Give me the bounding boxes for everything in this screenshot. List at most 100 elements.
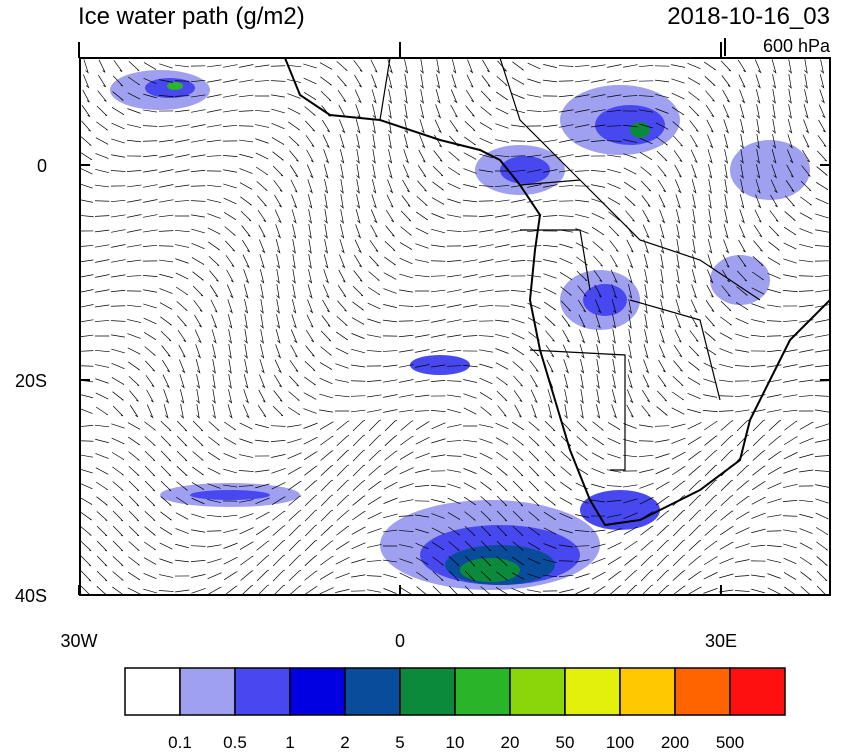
wind-barb — [321, 541, 334, 551]
wind-barb — [592, 437, 604, 445]
wind-barb — [660, 239, 663, 253]
cloud-field — [110, 70, 810, 590]
wind-barb — [128, 437, 140, 445]
wind-barb — [176, 273, 189, 279]
wind-barb — [431, 229, 445, 233]
colorbar-swatch — [180, 668, 235, 715]
wind-barb — [545, 481, 555, 490]
wind-barb — [179, 360, 184, 373]
wind-barb — [277, 269, 280, 283]
wind-barb — [815, 261, 829, 262]
wind-barb — [80, 483, 93, 489]
wind-barb — [271, 468, 285, 473]
wind-barb — [303, 409, 316, 414]
wind-barb — [692, 164, 697, 177]
wind-barb — [290, 360, 298, 371]
wind-barb — [527, 275, 541, 277]
wind-barb — [257, 181, 268, 190]
wind-barb — [97, 106, 107, 116]
wind-barb — [724, 134, 728, 148]
wind-barb — [560, 498, 572, 505]
wind-barb — [275, 210, 281, 223]
wind-barb — [735, 366, 749, 367]
wind-barb — [352, 318, 364, 325]
wind-barb — [416, 437, 430, 444]
wind-barb — [675, 330, 681, 342]
wind-barb — [321, 525, 333, 536]
wind-barb — [323, 285, 329, 298]
wind-barb — [192, 243, 205, 248]
wind-barb — [95, 169, 109, 172]
wind-barb — [213, 404, 216, 418]
wind-barb — [255, 470, 269, 472]
wind-barb — [596, 359, 599, 373]
wind-barb — [673, 525, 685, 536]
wind-barb — [543, 80, 557, 82]
wind-barb — [767, 409, 781, 412]
wind-barb — [339, 255, 344, 268]
colorbar-label: 500 — [716, 733, 744, 750]
wind-barb — [373, 119, 376, 133]
wind-barb — [642, 390, 649, 402]
level: 600 hPa — [763, 36, 831, 56]
lat-label: 40S — [15, 586, 47, 606]
wind-barb — [783, 500, 797, 502]
wind-barb — [495, 334, 509, 337]
wind-barb — [596, 404, 599, 418]
wind-barb — [416, 212, 428, 220]
wind-barb — [274, 390, 283, 401]
wind-barb — [159, 169, 173, 172]
wind-barb — [692, 269, 696, 283]
wind-barb — [145, 496, 155, 506]
wind-barb — [655, 440, 669, 443]
wind-barb — [736, 496, 749, 505]
wind-barb — [271, 95, 285, 97]
wind-barb — [213, 359, 216, 373]
wind-barb — [338, 285, 346, 297]
wind-barb — [543, 274, 556, 279]
wind-barb — [693, 254, 696, 268]
wind-barb — [304, 586, 317, 594]
wind-barb — [208, 573, 222, 579]
wind-barb — [372, 149, 375, 163]
wind-barb — [79, 425, 93, 427]
wind-barb — [784, 421, 797, 430]
wind-barb — [481, 91, 491, 101]
wind-barb — [372, 89, 376, 102]
wind-barb — [689, 525, 701, 536]
wind-barb — [128, 362, 139, 370]
wind-barb — [175, 169, 189, 172]
wind-barb — [113, 526, 123, 536]
wind-barb — [420, 59, 423, 73]
wind-barb — [575, 574, 589, 579]
wind-barb — [463, 379, 477, 382]
wind-barb — [591, 484, 605, 488]
wind-barb — [95, 259, 109, 262]
wind-barb — [258, 405, 266, 417]
wind-barb — [113, 481, 124, 490]
wind-barb — [97, 571, 107, 581]
wind-barb — [240, 423, 253, 429]
wind-barb — [112, 452, 124, 459]
wind-barb — [479, 364, 492, 368]
wind-barb — [724, 119, 729, 132]
wind-barb — [769, 226, 779, 236]
wind-barb — [98, 75, 105, 87]
wind-barb — [145, 481, 155, 491]
wind-barb — [705, 510, 717, 521]
wind-barb — [367, 560, 381, 561]
wind-barb — [143, 245, 157, 247]
wind-barb — [127, 124, 141, 127]
wind-barb — [239, 470, 253, 471]
wind-barb — [113, 541, 123, 551]
wind-barb — [768, 588, 781, 594]
wind-barb — [81, 541, 91, 551]
wind-barb — [224, 557, 238, 564]
colorbar-swatch — [400, 668, 455, 715]
wind-barb — [495, 140, 509, 143]
wind-barb — [208, 242, 219, 250]
wind-barb — [447, 424, 461, 427]
wind-barb — [369, 450, 381, 461]
wind-barb — [559, 589, 573, 592]
wind-barb — [627, 390, 632, 403]
